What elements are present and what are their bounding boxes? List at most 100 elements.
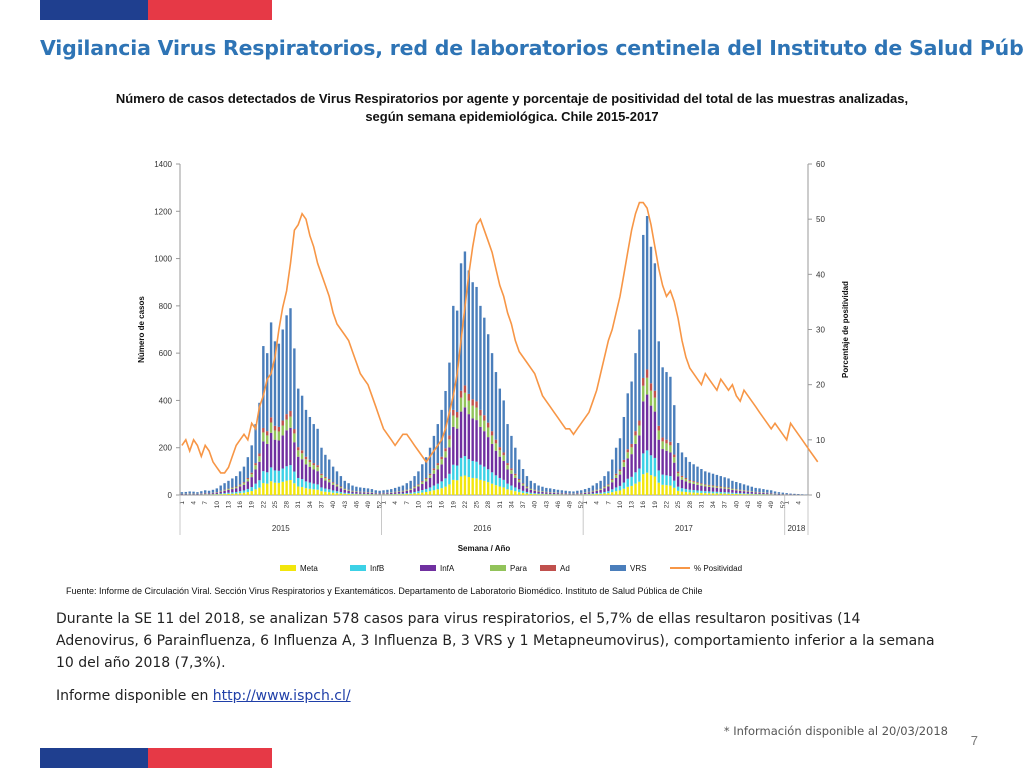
bar-segment-ad (634, 431, 637, 436)
bar-segment-vrs (297, 388, 300, 448)
bar-segment-infa (405, 490, 408, 494)
bar-segment-vrs (785, 493, 788, 495)
bar-segment-vrs (762, 489, 765, 493)
bar-segment-infa (409, 489, 412, 493)
bar-segment-infa (688, 483, 691, 490)
bar-segment-para (688, 481, 691, 484)
bar-segment-infa (231, 489, 234, 493)
bar-segment-infa (494, 450, 498, 476)
bar-segment-infa (366, 492, 370, 494)
bar-segment-meta (339, 493, 343, 495)
bar-segment-para (746, 491, 750, 492)
ispch-link[interactable]: http://www.ispch.cl/ (212, 688, 351, 704)
bar-segment-infb (347, 493, 350, 495)
bar-segment-infa (452, 426, 455, 465)
bar-segment-para (514, 475, 517, 478)
week-tick-label: 37 (520, 501, 527, 509)
bar-segment-para (273, 430, 277, 440)
bar-segment-meta (545, 494, 548, 495)
bar-segment-para (630, 447, 633, 455)
bar-segment-infb (684, 488, 688, 492)
bar-segment-infa (316, 471, 319, 485)
bar-segment-meta (680, 491, 684, 495)
bar-segment-infa (192, 493, 195, 495)
bar-segment-meta (502, 487, 505, 495)
bar-segment-para (742, 490, 746, 492)
report-link-prefix: Informe disponible en (56, 688, 213, 704)
bar-segment-infb (215, 493, 219, 495)
bar-segment-infa (564, 493, 567, 495)
week-tick-label: 52 (377, 501, 384, 509)
bar-segment-infb (304, 481, 308, 489)
bar-segment-infa (517, 482, 521, 490)
bar-segment-para (599, 489, 602, 490)
bar-segment-vrs (688, 461, 691, 481)
bar-segment-infb (754, 493, 757, 495)
bar-segment-infa (556, 493, 560, 495)
bar-segment-vrs (754, 487, 757, 492)
week-tick-label: 25 (675, 501, 682, 509)
bar-segment-para (490, 435, 494, 444)
bar-segment-infa (444, 457, 447, 479)
bar-segment-vrs (529, 480, 533, 489)
bar-segment-vrs (417, 471, 420, 485)
y-tick-label: 800 (159, 302, 173, 311)
bar-segment-vrs (362, 487, 366, 492)
bar-segment-para (246, 479, 250, 482)
bar-segment-vrs (211, 489, 215, 493)
bar-segment-infa (707, 486, 711, 492)
bar-segment-vrs (386, 489, 389, 493)
bar-segment-infb (587, 493, 591, 495)
bar-segment-infb (308, 482, 312, 489)
bar-segment-meta (359, 494, 362, 495)
week-tick-label: 46 (757, 501, 764, 509)
bar-segment-vrs (614, 447, 618, 474)
bar-segment-infa (684, 481, 688, 489)
bar-segment-meta (549, 494, 552, 495)
bar-segment-para (715, 486, 719, 488)
bar-segment-para (304, 459, 308, 465)
bar-segment-infb (479, 464, 482, 480)
bar-segment-infb (424, 488, 428, 492)
week-tick-label: 19 (652, 501, 659, 509)
bar-segment-para (634, 435, 637, 444)
bar-segment-infa (490, 443, 494, 473)
bar-segment-infb (517, 489, 521, 493)
bar-segment-infa (603, 488, 606, 492)
bar-segment-infa (459, 411, 463, 458)
bar-segment-meta (483, 480, 486, 495)
bar-segment-infa (235, 488, 238, 492)
bar-segment-infa (742, 491, 746, 494)
bar-segment-vrs (773, 491, 777, 494)
bar-segment-ad (506, 463, 509, 466)
bar-segment-para (727, 488, 730, 490)
bar-segment-ad (494, 439, 498, 444)
bar-segment-infa (184, 493, 188, 495)
bar-segment-para (343, 489, 346, 490)
bar-segment-ad (626, 449, 629, 453)
bar-segment-vrs (308, 416, 312, 460)
bar-segment-meta (277, 482, 281, 495)
bar-segment-infb (366, 493, 370, 495)
bar-segment-para (471, 405, 474, 419)
bar-segment-para (711, 486, 715, 488)
bar-segment-infa (653, 411, 657, 458)
bar-segment-infa (599, 489, 602, 493)
bar-segment-vrs (188, 491, 191, 494)
week-tick-label: 40 (330, 501, 337, 509)
bar-segment-infa (525, 488, 529, 492)
bar-segment-infa (607, 486, 610, 492)
bar-segment-meta (320, 491, 323, 495)
bar-segment-para (483, 420, 486, 432)
legend-label: Para (510, 564, 527, 573)
bar-segment-infa (665, 450, 668, 476)
bar-segment-vrs (471, 282, 474, 400)
bar-segment-infa (661, 449, 664, 475)
bar-segment-vrs (750, 486, 753, 492)
bar-segment-vrs (777, 492, 781, 494)
bar-segment-infb (463, 456, 467, 476)
bar-segment-para (242, 483, 246, 485)
bar-segment-infa (773, 493, 777, 495)
bar-segment-infa (339, 488, 343, 492)
bar-segment-meta (300, 487, 304, 495)
